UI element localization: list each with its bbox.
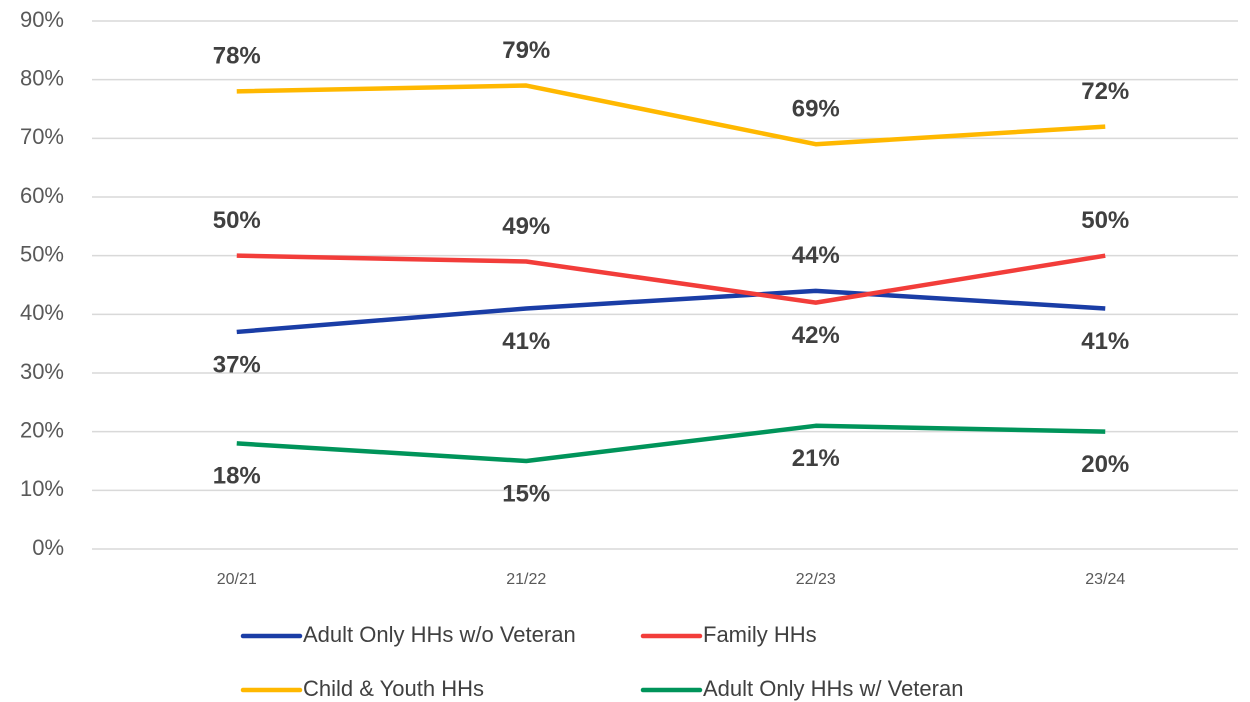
data-label: 49%	[502, 213, 550, 240]
legend-label: Adult Only HHs w/ Veteran	[703, 676, 963, 701]
series-line	[236, 253, 1106, 305]
data-label: 42%	[792, 322, 840, 349]
legend-label: Adult Only HHs w/o Veteran	[303, 622, 576, 647]
data-label: 79%	[502, 37, 550, 64]
y-tick-label: 20%	[20, 417, 64, 442]
y-tick-label: 0%	[32, 535, 64, 560]
y-tick-label: 40%	[20, 300, 64, 325]
legend-label: Child & Youth HHs	[303, 676, 484, 701]
y-tick-label: 80%	[20, 65, 64, 90]
data-label: 37%	[213, 351, 261, 378]
data-label: 50%	[213, 207, 261, 234]
x-tick-label: 21/22	[506, 571, 546, 588]
x-tick-label: 23/24	[1085, 571, 1125, 588]
data-label: 44%	[792, 242, 840, 269]
data-label: 21%	[792, 445, 840, 472]
x-tick-label: 22/23	[796, 571, 836, 588]
series-line	[236, 423, 1106, 464]
data-label: 72%	[1081, 78, 1129, 105]
legend-label: Family HHs	[703, 622, 817, 647]
y-tick-label: 70%	[20, 124, 64, 149]
data-label: 50%	[1081, 207, 1129, 234]
data-label: 41%	[502, 328, 550, 355]
y-tick-label: 50%	[20, 241, 64, 266]
x-tick-label: 20/21	[217, 571, 257, 588]
series-line	[236, 288, 1106, 335]
y-tick-label: 10%	[20, 476, 64, 501]
y-tick-label: 60%	[20, 183, 64, 208]
data-label: 20%	[1081, 451, 1129, 478]
y-tick-label: 30%	[20, 359, 64, 384]
data-label: 15%	[502, 480, 550, 507]
data-label: 41%	[1081, 328, 1129, 355]
data-label: 18%	[213, 463, 261, 490]
y-tick-label: 90%	[20, 7, 64, 32]
series-line	[236, 83, 1106, 147]
data-label: 69%	[792, 96, 840, 123]
data-label: 78%	[213, 43, 261, 70]
